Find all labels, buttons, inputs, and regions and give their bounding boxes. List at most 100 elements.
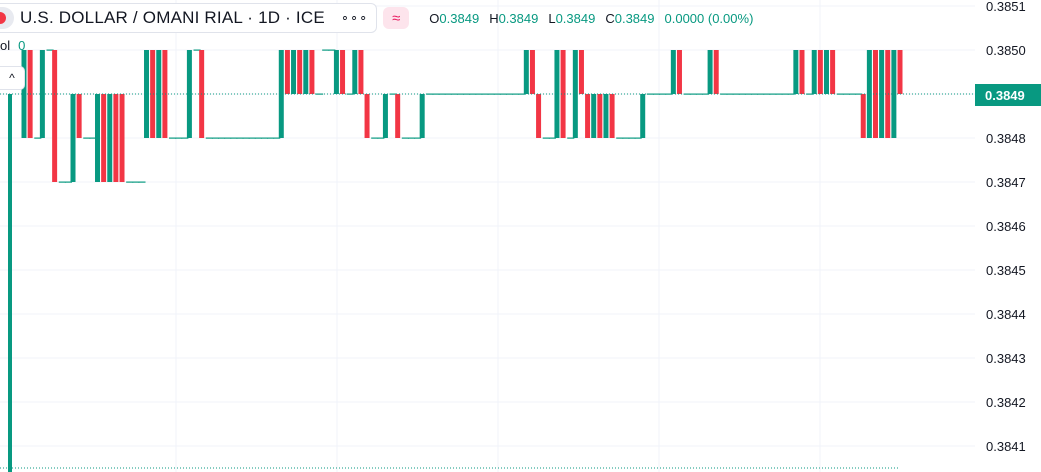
symbol-title[interactable]: U.S. DOLLAR / OMANI RIAL · 1D · ICE: [20, 8, 325, 27]
ohlc-bar: [346, 93, 354, 95]
ohlc-bar: [781, 93, 789, 95]
collapse-chevron-up-icon[interactable]: ^: [0, 66, 25, 90]
ohlc-bar: [523, 50, 529, 94]
ohlc-bar: [414, 137, 422, 139]
volume-legend: ol 0: [0, 38, 25, 53]
close-label: C: [605, 10, 615, 26]
ohlc-bar: [52, 50, 58, 182]
ohlc-bar: [738, 93, 746, 95]
ohlc-bar: [597, 94, 603, 138]
last-price-line: [0, 93, 975, 469]
ohlc-bar: [536, 94, 542, 138]
y-tick-label: 0.3845: [986, 263, 1026, 278]
ohlc-bar: [218, 137, 226, 139]
ohlc-bar: [333, 50, 339, 94]
ohlc-bar: [107, 94, 113, 182]
ohlc-bar: [113, 94, 119, 182]
ohlc-bar: [358, 50, 364, 94]
more-options-icon[interactable]: ∘∘∘: [340, 10, 369, 25]
ohlc-bar: [481, 93, 489, 95]
ohlc-bar: [132, 181, 140, 183]
ohlc-bar: [303, 50, 309, 94]
ohlc-bar: [665, 93, 673, 95]
low-label: L: [548, 10, 556, 26]
ohlc-bar: [89, 137, 97, 139]
ohlc-bar: [58, 181, 66, 183]
close-value: 0.3849: [614, 10, 655, 26]
ohlc-bar: [328, 49, 336, 51]
change-value: 0.0000 (0.00%): [664, 10, 754, 26]
ohlc-bar: [726, 93, 734, 95]
low-value: 0.3849: [555, 10, 596, 26]
chart-legend: U.S. DOLLAR / OMANI RIAL · 1D · ICE ∘∘∘ …: [0, 3, 753, 33]
y-tick-label: 0.3847: [986, 175, 1026, 190]
ohlc-bar: [101, 94, 107, 182]
ohlc-bar: [297, 50, 303, 94]
ohlc-bar: [548, 137, 556, 139]
ohlc-bar: [267, 137, 275, 139]
ohlc-bar: [377, 137, 385, 139]
ohlc-bar: [811, 50, 817, 94]
ohlc-bar: [70, 94, 76, 182]
ohlc-bar: [64, 181, 73, 183]
ohlc-bar: [487, 93, 495, 95]
ohlc-bar: [567, 137, 575, 139]
y-tick-label: 0.3844: [986, 307, 1026, 322]
ohlc-bar: [799, 50, 805, 94]
ohlc-bar: [518, 93, 526, 95]
ohlc-bar: [750, 93, 759, 95]
ohlc-bar: [76, 94, 82, 138]
ohlc-bar: [34, 137, 42, 139]
ohlc-bar: [242, 137, 250, 139]
ohlc-bar: [757, 93, 765, 95]
ohlc-bar: [775, 93, 783, 95]
ohlc-bar: [554, 50, 560, 138]
ohlc-bar: [670, 50, 676, 94]
ohlc-bar: [469, 93, 477, 95]
ohlc-bar: [872, 50, 878, 138]
ohlc-bar: [572, 50, 578, 138]
ohlc-bar: [603, 94, 609, 138]
ohlc-bar: [407, 137, 416, 139]
ohlc-bar: [83, 137, 91, 139]
price-axis[interactable]: 0.38510.38500.38490.38480.38470.38460.38…: [986, 0, 1026, 454]
ohlc-bar: [352, 50, 358, 94]
y-tick-label: 0.3851: [986, 0, 1026, 14]
ohlc-bar: [529, 50, 535, 94]
symbol-box[interactable]: U.S. DOLLAR / OMANI RIAL · 1D · ICE ∘∘∘: [0, 3, 378, 33]
y-tick-label: 0.3842: [986, 395, 1026, 410]
ohlc-bar: [205, 137, 213, 139]
ohlc-bar: [322, 49, 330, 51]
ohlc-bar: [450, 93, 458, 95]
compare-symbol-icon[interactable]: ≈: [383, 7, 410, 29]
ohlc-bar: [230, 137, 238, 139]
ohlc-bar: [713, 50, 719, 94]
ohlc-bar: [634, 137, 642, 139]
ohlc-bar: [156, 50, 162, 138]
ohlc-bar: [793, 50, 799, 94]
ohlc-bar: [622, 137, 630, 139]
ohlc-bar: [438, 93, 446, 95]
ohlc-bar: [823, 50, 829, 94]
ohlc-bar: [8, 94, 12, 472]
ohlc-bar: [316, 93, 324, 95]
ohlc-bar: [46, 49, 54, 51]
ohlc-bar: [401, 137, 409, 139]
ohlc-bar: [371, 137, 379, 139]
ohlc-bar: [578, 50, 584, 94]
ohlc-bar: [419, 94, 425, 138]
ohlc-bar: [260, 137, 269, 139]
ohlc-bar: [364, 94, 370, 138]
ohlc-bar: [456, 93, 465, 95]
ohlc-bar: [138, 181, 146, 183]
ohlc-bar: [463, 93, 471, 95]
ohlc-bar: [126, 181, 134, 183]
ohlc-bar: [181, 137, 189, 139]
ohlc-bar: [291, 50, 297, 94]
ohlc-bar: [340, 50, 346, 94]
ohlc-bar: [475, 93, 483, 95]
ohlc-bar: [175, 137, 183, 139]
open-value: 0.3849: [439, 10, 480, 26]
ohlc-bar: [860, 94, 866, 138]
